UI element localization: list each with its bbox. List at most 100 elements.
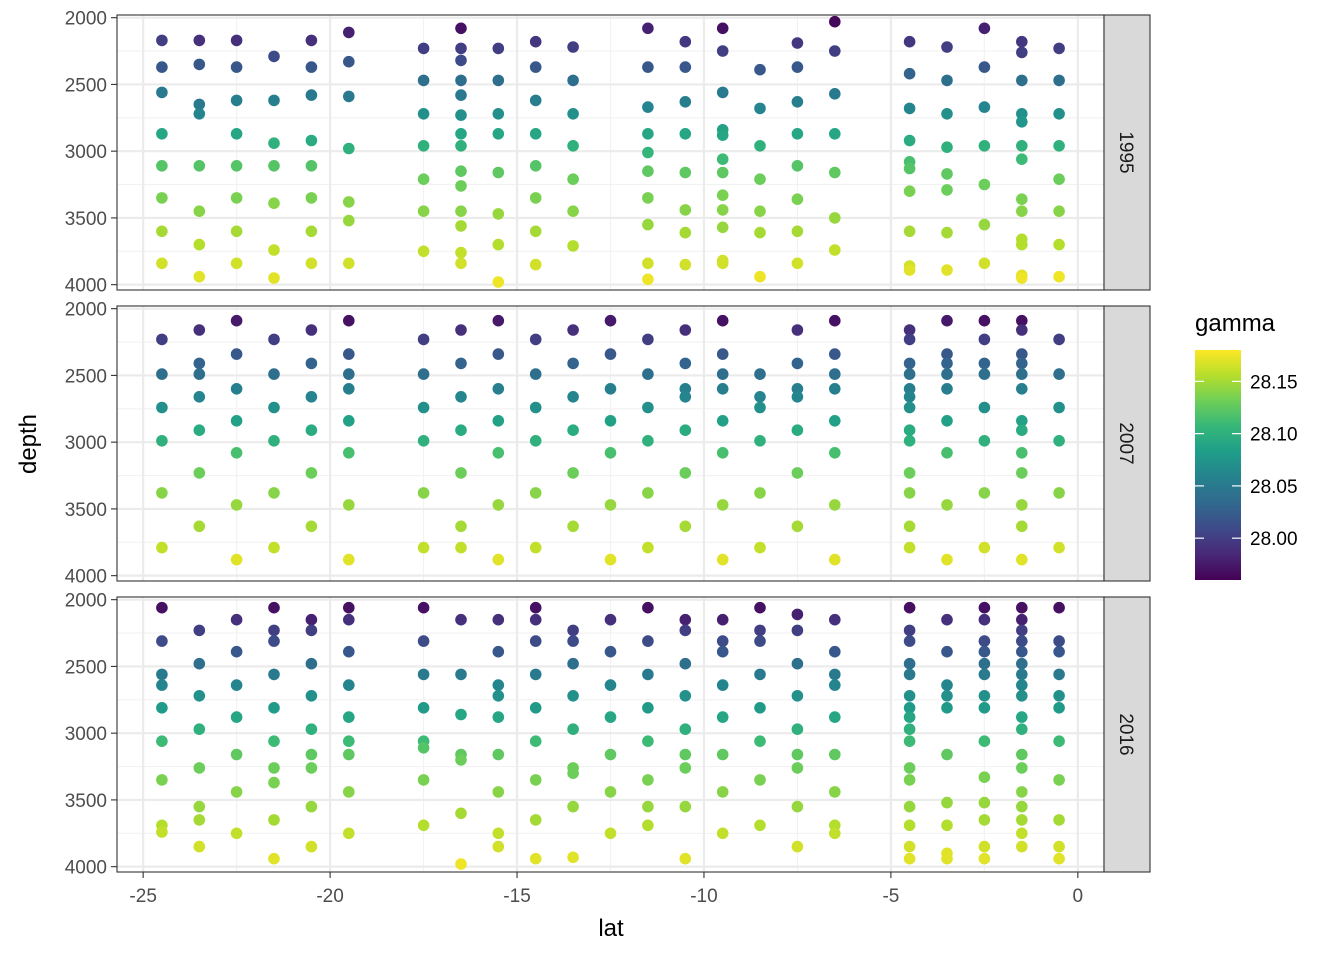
data-point xyxy=(492,383,505,395)
data-point xyxy=(679,624,692,637)
data-point xyxy=(455,22,467,35)
data-point xyxy=(791,520,804,533)
data-point xyxy=(941,184,953,196)
data-point xyxy=(941,748,953,761)
data-point xyxy=(492,348,505,360)
data-point xyxy=(305,324,318,336)
data-point xyxy=(305,748,318,761)
data-point xyxy=(268,435,280,447)
data-point xyxy=(642,635,654,647)
data-points xyxy=(156,15,1065,288)
data-point xyxy=(679,35,692,48)
data-point xyxy=(230,553,243,566)
legend-tick-label: 28.10 xyxy=(1250,425,1298,446)
data-point xyxy=(529,814,542,826)
data-point xyxy=(941,108,953,120)
data-point xyxy=(754,668,766,681)
data-point xyxy=(156,128,168,140)
data-point xyxy=(791,690,804,702)
data-point xyxy=(642,101,654,113)
data-point xyxy=(716,257,729,270)
data-point xyxy=(343,90,355,103)
data-point xyxy=(492,553,505,566)
data-point xyxy=(417,635,430,647)
data-point xyxy=(941,553,953,566)
data-point xyxy=(567,467,579,479)
data-point xyxy=(903,635,916,647)
data-point xyxy=(193,762,206,774)
data-point xyxy=(193,270,206,283)
data-point xyxy=(1016,205,1028,217)
data-point xyxy=(156,368,168,380)
data-point xyxy=(492,415,505,427)
data-point xyxy=(343,55,355,68)
data-point xyxy=(230,447,243,459)
data-point xyxy=(1053,702,1065,714)
data-point xyxy=(417,702,430,714)
data-point xyxy=(978,22,991,35)
data-point xyxy=(567,424,579,437)
data-point xyxy=(941,168,953,180)
y-tick-label: 2000 xyxy=(65,9,107,30)
data-point xyxy=(829,45,841,57)
data-point xyxy=(156,225,168,238)
data-point xyxy=(903,735,916,747)
data-point xyxy=(1016,668,1028,681)
data-point xyxy=(903,800,916,813)
data-point xyxy=(1016,624,1028,637)
data-point xyxy=(193,520,206,533)
data-point xyxy=(230,34,243,47)
data-point xyxy=(642,218,654,231)
data-point xyxy=(1016,840,1028,853)
data-point xyxy=(941,74,953,87)
data-point xyxy=(791,193,804,205)
data-point xyxy=(343,827,355,840)
data-point xyxy=(754,487,766,499)
data-point xyxy=(492,208,505,220)
data-point xyxy=(941,368,953,380)
data-point xyxy=(455,613,467,626)
data-point xyxy=(903,690,916,702)
data-point xyxy=(343,368,355,380)
facet-panels: 1995 2000 2500 3000 3500 4000 2007 2000 2500 3000… xyxy=(65,9,1151,879)
x-tick-label: -5 xyxy=(882,886,899,907)
data-point xyxy=(903,67,916,80)
data-point xyxy=(156,774,168,786)
data-point xyxy=(492,447,505,459)
data-point xyxy=(230,748,243,761)
data-point xyxy=(754,435,766,447)
data-point xyxy=(903,762,916,774)
data-point xyxy=(156,735,168,747)
data-point xyxy=(529,401,542,414)
data-point xyxy=(642,774,654,786)
data-point xyxy=(1053,333,1065,346)
data-point xyxy=(716,635,729,647)
data-point xyxy=(941,645,953,658)
data-point xyxy=(230,679,243,691)
data-point xyxy=(156,635,168,647)
data-point xyxy=(455,54,467,67)
data-point xyxy=(529,435,542,447)
data-point xyxy=(193,34,206,47)
data-point xyxy=(455,754,467,766)
data-point xyxy=(829,786,841,798)
data-point xyxy=(791,257,804,270)
data-point xyxy=(455,541,467,554)
data-point xyxy=(1016,238,1028,251)
data-point xyxy=(1053,735,1065,747)
data-point xyxy=(978,487,991,499)
data-point xyxy=(268,541,280,554)
data-point xyxy=(1016,679,1028,691)
data-point xyxy=(903,435,916,447)
data-point xyxy=(193,391,206,403)
data-point xyxy=(829,499,841,511)
data-point xyxy=(791,383,804,395)
data-point xyxy=(230,786,243,798)
data-point xyxy=(305,160,318,172)
data-point xyxy=(1016,383,1028,395)
data-point xyxy=(193,238,206,251)
data-point xyxy=(642,273,654,286)
data-point xyxy=(529,368,542,380)
data-point xyxy=(193,624,206,637)
data-point xyxy=(829,711,841,723)
